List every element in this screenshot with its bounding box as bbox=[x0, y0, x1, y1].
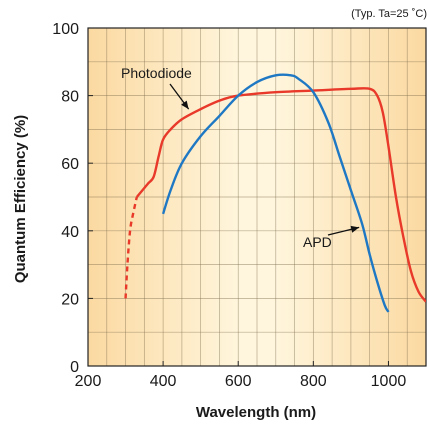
grid bbox=[88, 28, 426, 366]
x-tick-label: 600 bbox=[225, 373, 252, 390]
y-axis-ticks: 0 20 40 60 80 100 bbox=[52, 21, 93, 376]
y-tick-label: 20 bbox=[61, 291, 79, 308]
y-tick-label: 100 bbox=[52, 21, 79, 38]
annotation-layer: Photodiode APD bbox=[121, 65, 360, 250]
x-axis-label: Wavelength (nm) bbox=[196, 404, 316, 421]
y-axis-label: Quantum Efficiency (%) bbox=[12, 115, 29, 283]
apd-label: APD bbox=[303, 234, 332, 250]
photodiode-label: Photodiode bbox=[121, 65, 192, 81]
y-tick-label: 80 bbox=[61, 89, 79, 106]
x-tick-label: 800 bbox=[300, 373, 327, 390]
y-tick-label: 0 bbox=[70, 359, 79, 376]
photodiode-line bbox=[135, 87, 426, 303]
x-tick-label: 200 bbox=[75, 373, 102, 390]
x-tick-label: 1000 bbox=[371, 373, 407, 390]
x-axis-ticks: 200 400 600 800 1000 bbox=[75, 361, 407, 390]
x-tick-label: 400 bbox=[150, 373, 177, 390]
y-tick-label: 60 bbox=[61, 156, 79, 173]
y-tick-label: 40 bbox=[61, 224, 79, 241]
plot-frame bbox=[87, 27, 427, 367]
apd-arrowhead bbox=[350, 225, 360, 233]
apd-line bbox=[161, 73, 390, 313]
photodiode-line-dashed bbox=[124, 196, 138, 299]
series-layer bbox=[124, 73, 426, 313]
photodiode-arrowhead bbox=[181, 100, 189, 110]
condition-note: (Typ. Ta=25 ˚C) bbox=[351, 8, 427, 20]
